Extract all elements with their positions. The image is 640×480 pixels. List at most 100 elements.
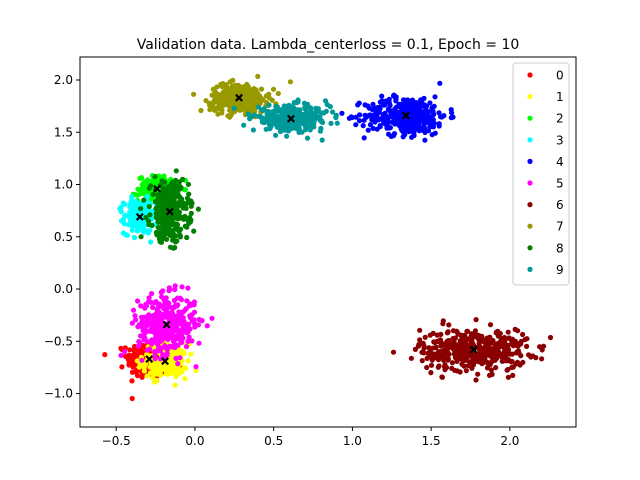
center-marker-0 [145, 355, 154, 364]
data-point [176, 316, 182, 322]
data-point [223, 97, 229, 103]
data-point [189, 312, 195, 318]
data-point [127, 347, 133, 353]
legend-item-5: 5 [527, 177, 564, 191]
data-point [437, 80, 443, 86]
data-point [509, 340, 515, 347]
legend-marker [527, 266, 533, 272]
data-point [279, 107, 285, 113]
data-point [184, 298, 190, 304]
data-point [188, 302, 194, 308]
data-point [152, 199, 158, 205]
data-point [146, 312, 152, 318]
data-point [516, 350, 522, 356]
data-point [129, 194, 135, 200]
data-point [182, 223, 188, 229]
data-point [181, 350, 187, 356]
data-point [270, 86, 277, 92]
data-point [370, 125, 376, 131]
data-point [430, 108, 436, 114]
data-point [263, 93, 269, 99]
data-point [198, 107, 204, 114]
data-point [428, 123, 434, 129]
data-point [124, 232, 130, 238]
legend-item-1: 1 [527, 90, 564, 104]
data-point [281, 127, 287, 133]
y-tick-label: 0.0 [54, 282, 73, 296]
data-point [393, 98, 399, 104]
data-point [162, 328, 169, 334]
data-point [473, 377, 479, 383]
data-point [267, 122, 273, 128]
data-point [255, 113, 261, 119]
data-point [122, 201, 128, 207]
data-point [391, 131, 398, 137]
legend-label: 3 [556, 133, 564, 147]
center-marker-9 [287, 114, 295, 123]
x-tick-label: 0.0 [185, 434, 204, 448]
legend-item-0: 0 [527, 69, 564, 83]
data-point [163, 295, 169, 301]
data-point [446, 337, 452, 344]
data-point [390, 349, 397, 355]
data-point [436, 355, 442, 361]
data-point [438, 348, 444, 354]
data-point [193, 364, 199, 370]
data-point [120, 217, 126, 224]
data-point [155, 348, 161, 354]
data-point [249, 95, 255, 102]
y-axis: −1.0 −0.5 0.0 0.5 1.0 1.5 2.0 [44, 73, 80, 401]
data-point [173, 194, 179, 200]
center-marker-3 [135, 212, 144, 221]
data-point [461, 363, 467, 369]
data-point [355, 102, 361, 108]
data-point [172, 367, 178, 374]
data-point [137, 175, 143, 181]
data-point [472, 328, 478, 334]
data-point [384, 125, 390, 131]
data-point [422, 334, 428, 340]
data-point [479, 346, 485, 353]
data-point [141, 219, 148, 226]
data-point [301, 100, 308, 106]
data-point [136, 339, 142, 345]
data-point [175, 342, 181, 348]
data-point [348, 114, 354, 120]
data-point [142, 328, 148, 334]
y-tick-label: −1.0 [44, 387, 73, 401]
data-point [419, 358, 425, 364]
data-point [231, 105, 237, 111]
data-point [446, 322, 452, 328]
data-point [150, 324, 156, 331]
legend-item-6: 6 [527, 198, 564, 212]
legend-label: 7 [556, 220, 564, 234]
data-point [164, 236, 170, 242]
data-point [219, 103, 225, 109]
data-point [463, 340, 469, 346]
data-point [442, 367, 448, 373]
data-point [185, 338, 191, 344]
data-point [449, 110, 455, 116]
data-point [263, 126, 269, 132]
data-point [214, 84, 220, 90]
data-point [514, 341, 520, 347]
data-point [227, 79, 233, 85]
data-point [242, 107, 248, 113]
data-point [138, 234, 144, 240]
data-point [514, 359, 521, 365]
data-point [427, 100, 433, 106]
data-point [144, 323, 150, 329]
data-point [265, 114, 271, 120]
data-point [135, 324, 141, 330]
data-point [147, 364, 153, 370]
data-point [418, 97, 424, 103]
data-point [302, 127, 308, 133]
data-point [157, 310, 163, 316]
series-6 [390, 317, 554, 383]
data-point [165, 184, 171, 190]
data-point [177, 295, 183, 301]
data-point [227, 113, 233, 119]
data-point [129, 217, 135, 223]
data-point [129, 320, 135, 326]
data-point [450, 114, 456, 120]
